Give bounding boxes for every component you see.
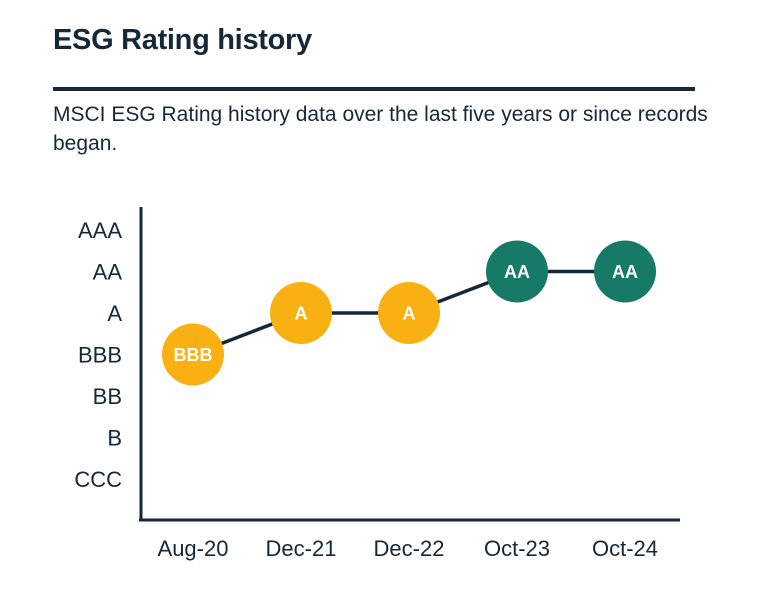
y-tick-label: BBB [78,343,122,368]
rating-point-marker [378,282,440,344]
rating-point-marker [162,323,224,386]
y-tick-label: CCC [74,467,122,492]
rating-point-marker [486,240,548,303]
rating-point-marker [594,240,656,303]
title-divider [53,87,695,91]
rating-point-marker [270,282,332,344]
rating-point-label: A [295,304,308,324]
page-title: ESG Rating history [53,24,312,56]
rating-point-label: A [403,304,416,324]
rating-point-label: BBB [174,345,213,365]
x-tick-label: Aug-20 [158,536,229,561]
y-tick-label: AA [93,260,123,285]
page-subtitle: MSCI ESG Rating history data over the la… [53,103,708,155]
y-tick-label: BB [93,384,122,409]
y-tick-label: AAA [78,218,122,243]
y-tick-label: A [107,301,122,326]
rating-point-label: AA [612,262,638,282]
y-tick-label: B [107,426,122,451]
x-tick-label: Dec-22 [374,536,445,561]
x-tick-label: Oct-24 [592,536,658,561]
x-tick-label: Dec-21 [266,536,337,561]
x-tick-label: Oct-23 [484,536,550,561]
rating-point-label: AA [504,262,530,282]
